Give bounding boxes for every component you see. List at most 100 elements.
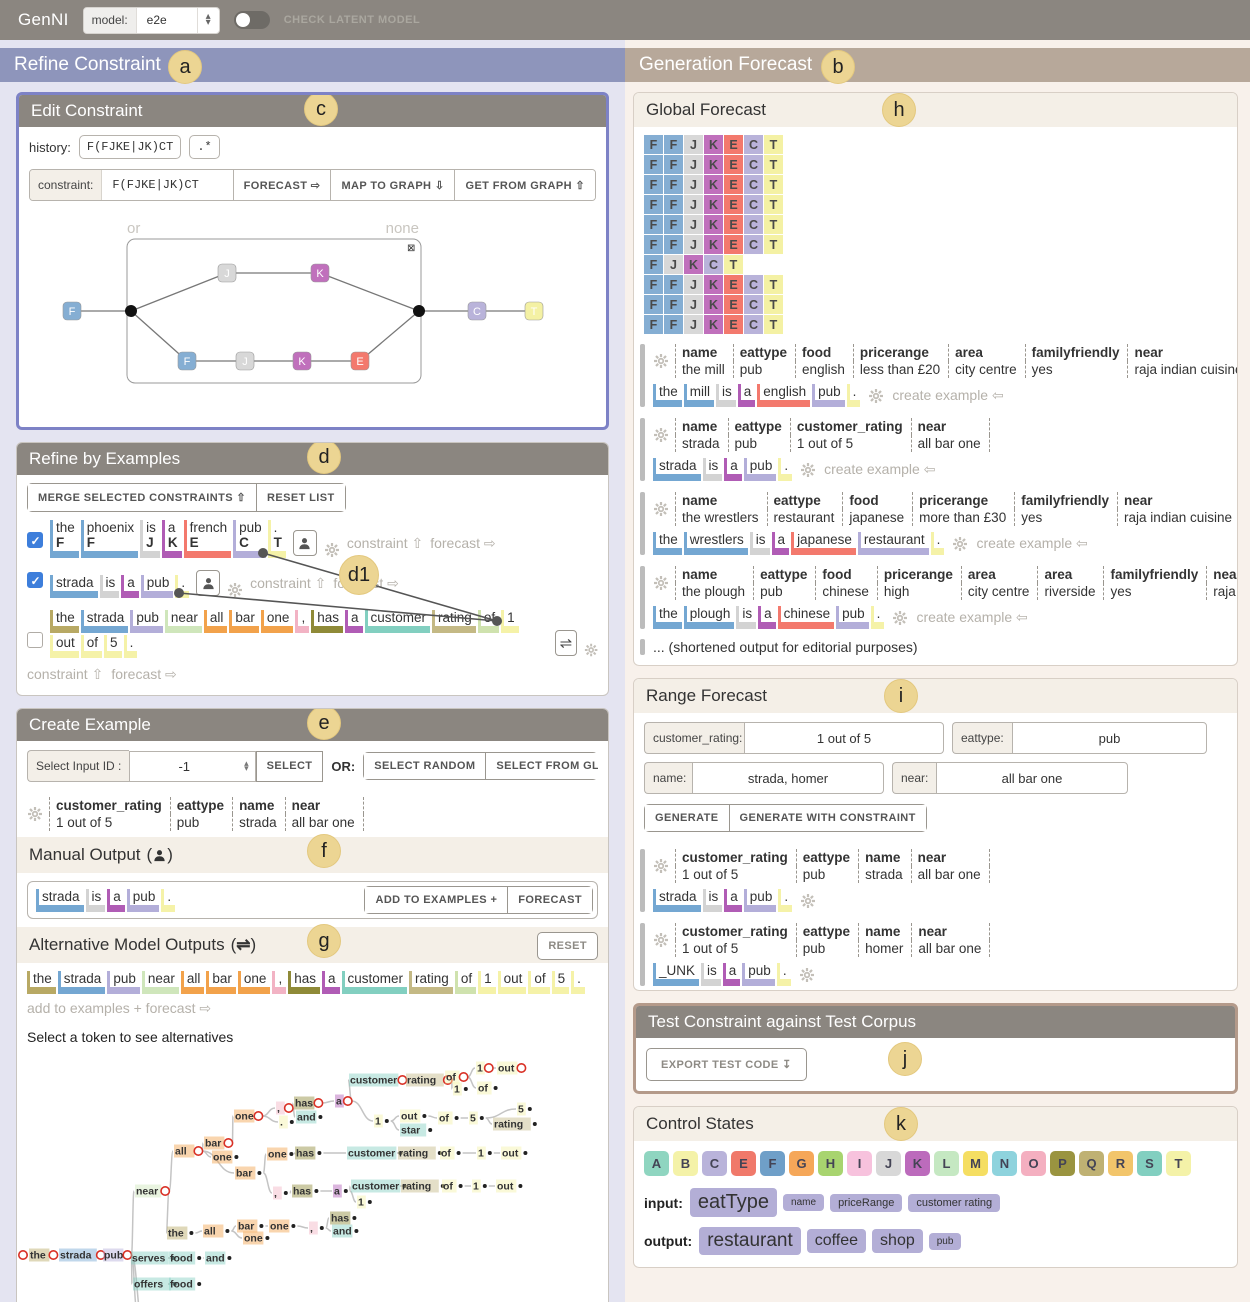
expanded-node-circle[interactable] [342, 1095, 353, 1106]
grid-cell[interactable]: C [704, 255, 723, 274]
tree-token[interactable]: all [175, 1146, 187, 1158]
token[interactable]: a [344, 610, 363, 633]
forecast-link[interactable]: forecast ⇨ [111, 666, 177, 682]
token[interactable]: one [260, 610, 294, 633]
collapsed-node-dot[interactable] [440, 1184, 445, 1188]
token[interactable]: bar [229, 610, 259, 633]
token[interactable]: the [50, 610, 79, 633]
expanded-node-circle[interactable] [397, 1074, 408, 1085]
token[interactable]: , [272, 971, 287, 994]
control-state-chip[interactable]: L [934, 1151, 959, 1176]
grid-cell[interactable]: E [724, 295, 743, 314]
grid-cell[interactable]: C [744, 135, 763, 154]
token[interactable]: pub [836, 606, 869, 629]
close-group-icon[interactable]: ⊠ [407, 243, 415, 254]
state-node[interactable] [235, 351, 255, 371]
grid-cell[interactable]: F [664, 235, 683, 254]
example-tokens[interactable]: strada is a pub. [653, 458, 793, 481]
tree-token[interactable]: rating [407, 1075, 436, 1087]
gear-icon[interactable] [584, 642, 598, 658]
output-state-chip[interactable]: pub [928, 1232, 962, 1250]
collapsed-node-dot[interactable] [259, 1224, 264, 1228]
gear-icon[interactable] [227, 582, 243, 598]
control-state-chip[interactable]: K [905, 1151, 930, 1176]
collapsed-node-dot[interactable] [197, 1256, 202, 1260]
grid-cell[interactable]: K [684, 255, 703, 274]
token[interactable]: strada [653, 889, 701, 912]
grid-cell[interactable]: E [724, 195, 743, 214]
token[interactable]: mill [683, 384, 715, 407]
grid-cell[interactable]: E [724, 235, 743, 254]
tree-token[interactable]: 1 [454, 1084, 460, 1096]
collapsed-node-dot[interactable] [257, 1171, 262, 1175]
gear-icon[interactable] [653, 353, 669, 369]
token[interactable]: pub [742, 963, 775, 986]
collapsed-node-dot[interactable] [319, 1226, 324, 1230]
expanded-node-circle[interactable] [223, 1138, 234, 1149]
tree-token[interactable]: has [293, 1186, 311, 1198]
state-node[interactable] [350, 351, 370, 371]
grid-cell[interactable]: E [724, 275, 743, 294]
tree-token[interactable]: of [446, 1072, 456, 1084]
gear-icon[interactable] [799, 967, 815, 983]
history-chip[interactable]: F(FJKE|JK)CT [78, 135, 182, 159]
constraint-link[interactable]: constraint ⇧ [250, 575, 327, 591]
gear-icon[interactable] [868, 388, 884, 404]
grid-cell[interactable]: T [764, 135, 783, 154]
tree-token[interactable]: customer [348, 1148, 395, 1160]
grid-cell[interactable]: K [704, 235, 723, 254]
token[interactable]: plough [683, 606, 735, 629]
tree-token[interactable]: the [30, 1250, 46, 1262]
gear-icon[interactable] [653, 858, 669, 874]
token[interactable]: . [123, 635, 138, 658]
select-random-button[interactable]: SELECT RANDOM [363, 752, 486, 780]
token[interactable]: . [776, 963, 791, 986]
token[interactable]: strada [57, 971, 106, 994]
tree-token[interactable]: serves [132, 1253, 165, 1265]
token[interactable]: a [771, 532, 790, 555]
tree-token[interactable]: , [277, 1103, 280, 1115]
example-tokens[interactable]: the mill is a english pub. [653, 384, 861, 407]
token[interactable]: a [121, 575, 139, 598]
collapsed-node-dot[interactable] [384, 1119, 389, 1123]
grid-cell[interactable]: J [684, 195, 703, 214]
state-node[interactable] [177, 351, 197, 371]
tree-token[interactable]: one [244, 1233, 263, 1245]
token[interactable]: . [870, 606, 885, 629]
range-field-input[interactable]: strada, homer [692, 762, 884, 794]
input-state-chip[interactable]: customer rating [908, 1193, 1001, 1212]
token[interactable]: a [107, 888, 125, 912]
token[interactable]: . [778, 458, 793, 481]
model-select[interactable]: model: e2e ▴ ▾ [82, 6, 220, 34]
token[interactable]: . [846, 384, 861, 407]
grid-cell[interactable]: C [744, 315, 763, 334]
grid-cell[interactable]: F [664, 295, 683, 314]
token[interactable]: . [930, 532, 945, 555]
expanded-node-circle[interactable] [95, 1250, 106, 1261]
collapsed-node-dot[interactable] [493, 1086, 498, 1090]
collapsed-node-dot[interactable] [456, 1151, 461, 1155]
reset-button[interactable]: RESET [537, 932, 598, 960]
tree-token[interactable]: all [204, 1226, 216, 1238]
tree-token[interactable]: star [401, 1125, 420, 1137]
grid-cell[interactable]: F [644, 135, 663, 154]
control-state-chip[interactable]: P [1050, 1151, 1075, 1176]
tree-token[interactable]: food [170, 1279, 193, 1291]
tree-token[interactable]: has [296, 1148, 314, 1160]
token[interactable]: the [27, 971, 56, 994]
constraint-link[interactable]: constraint ⇧ [346, 535, 424, 551]
grid-cell[interactable]: T [764, 315, 783, 334]
control-state-chip[interactable]: O [1021, 1151, 1046, 1176]
tree-token[interactable]: rating [402, 1181, 431, 1193]
tree-token[interactable]: out [498, 1063, 515, 1075]
control-state-chip[interactable]: B [673, 1151, 698, 1176]
example-tokens[interactable]: strada is a pub. [653, 889, 793, 912]
token[interactable]: . [571, 971, 585, 994]
token[interactable]: pub [130, 610, 163, 633]
grid-cell[interactable]: C [744, 295, 763, 314]
collapsed-node-dot[interactable] [402, 1184, 407, 1188]
forecast-button[interactable]: FORECAST ⇨ [232, 170, 331, 200]
control-state-chip[interactable]: N [992, 1151, 1017, 1176]
range-field-input[interactable]: all bar one [936, 762, 1128, 794]
token[interactable]: pub [812, 384, 845, 407]
